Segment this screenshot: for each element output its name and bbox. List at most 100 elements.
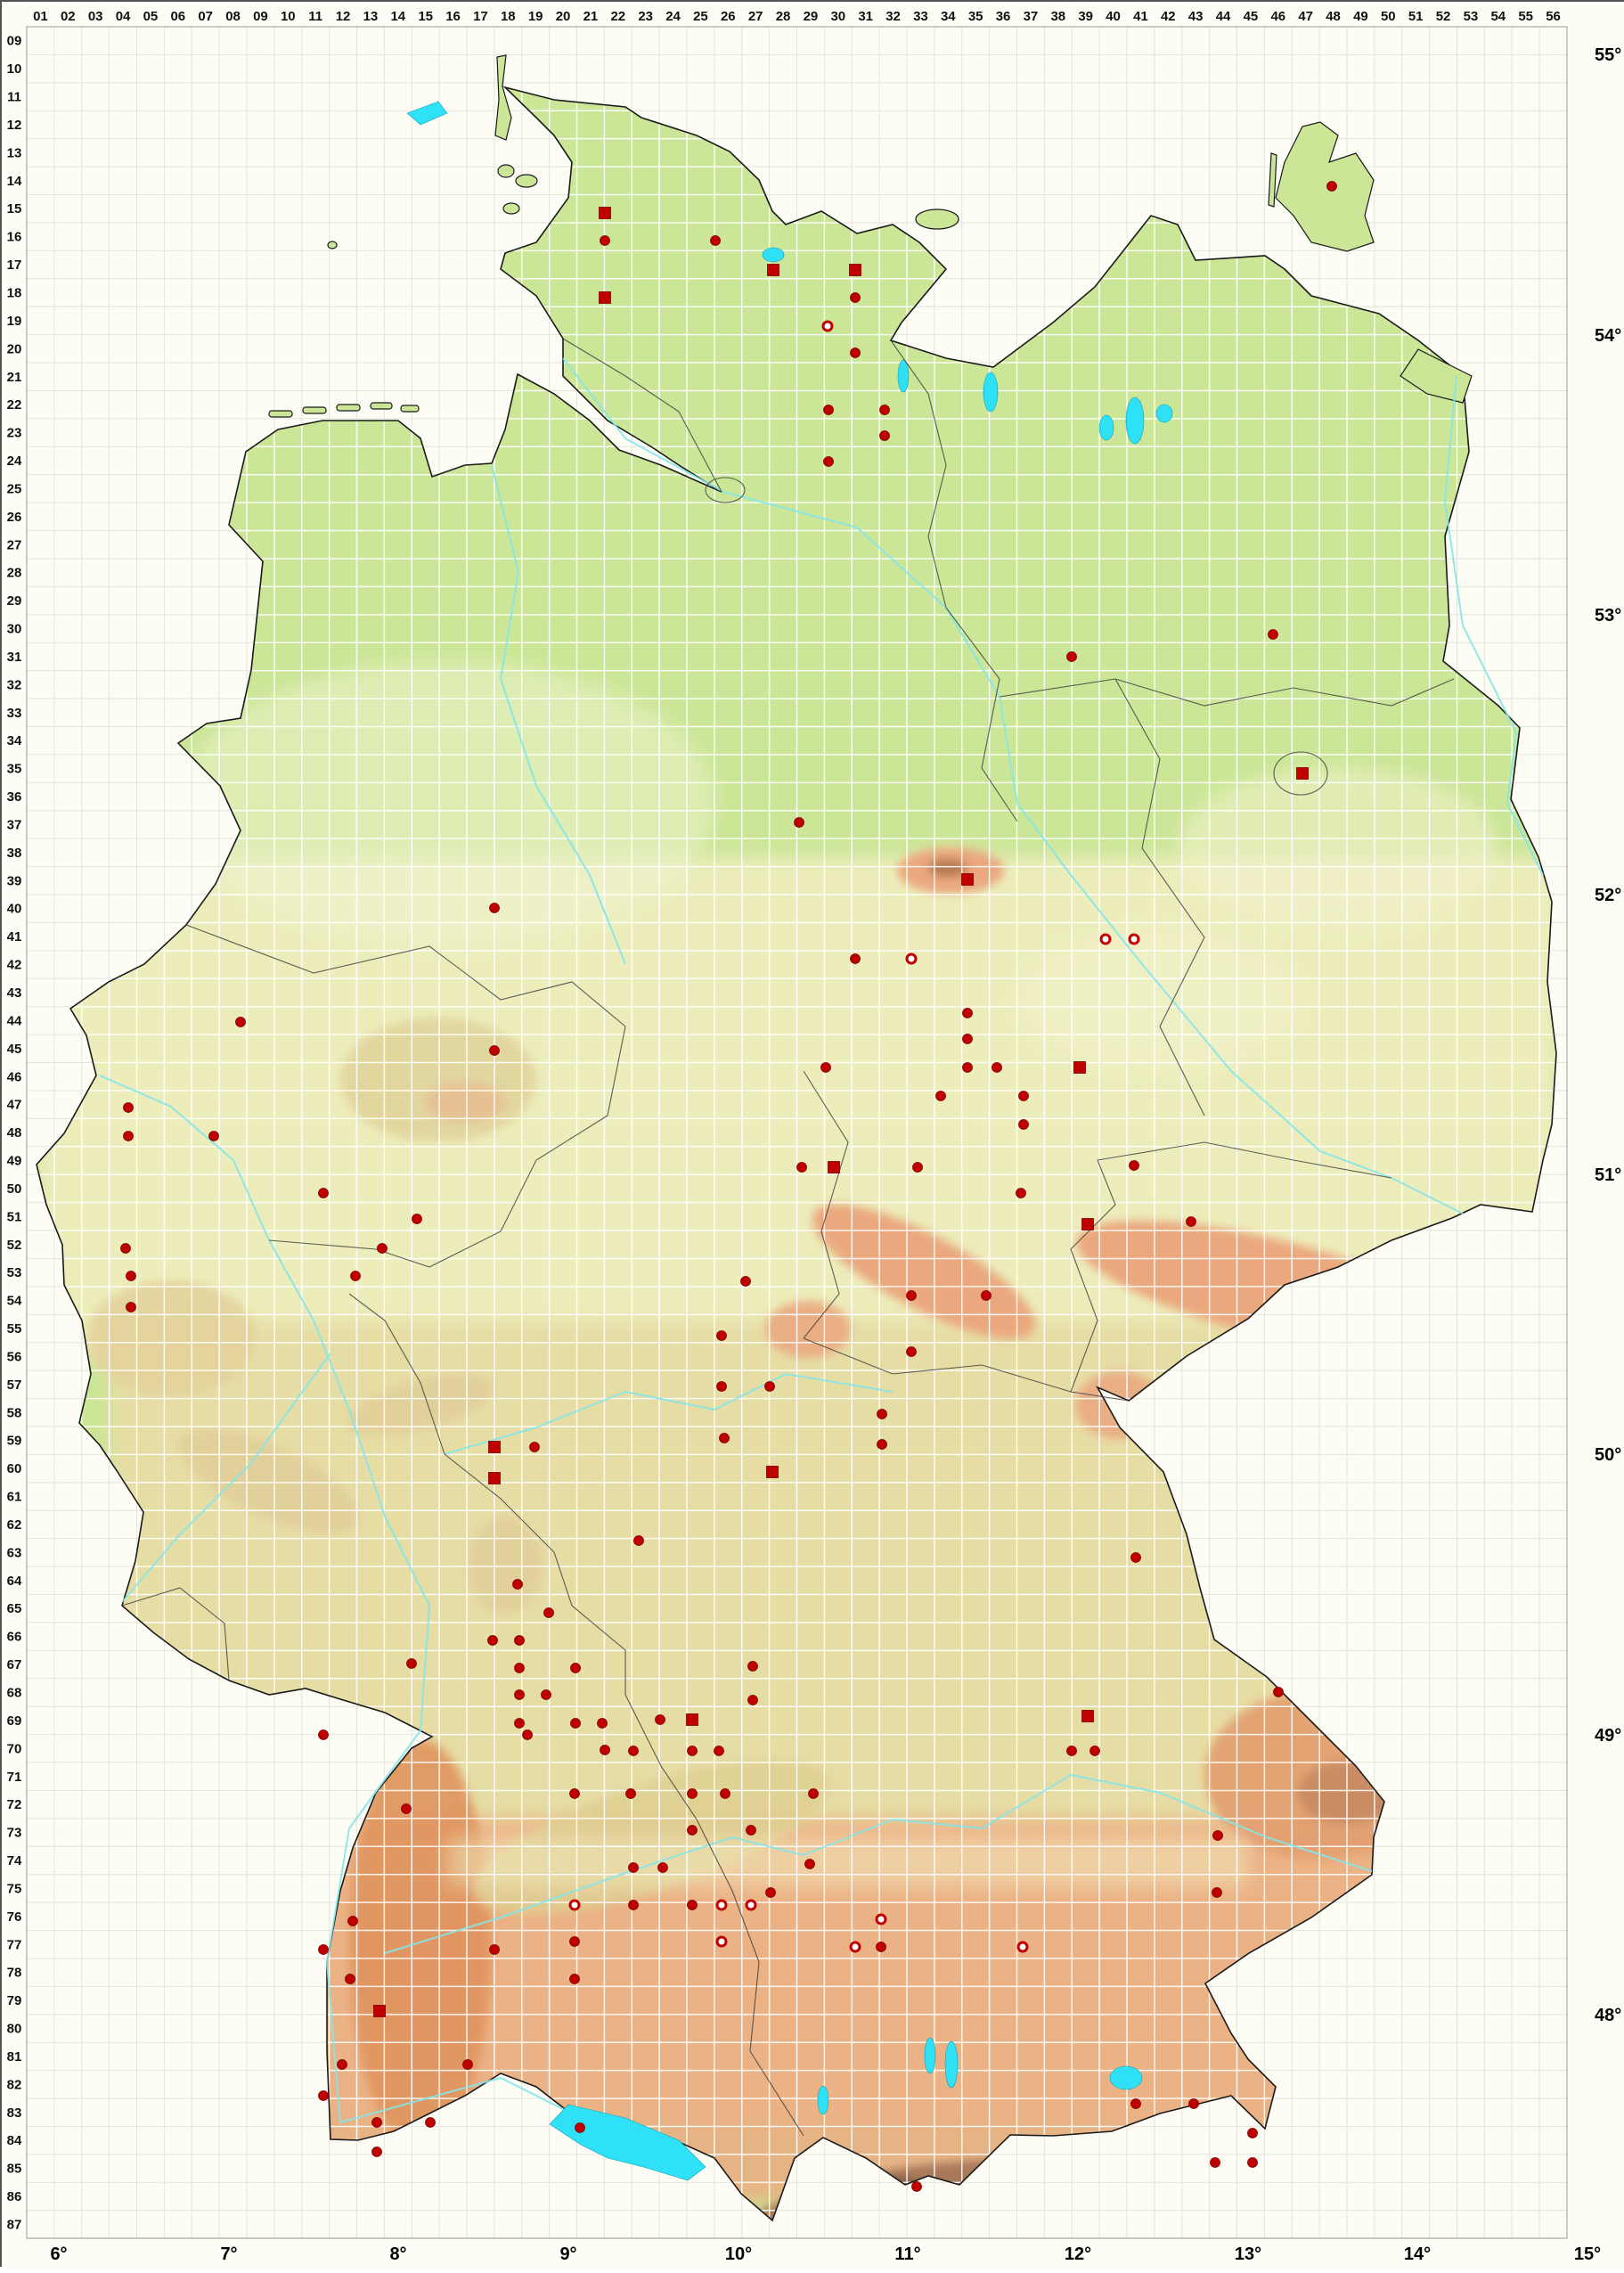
occurrence-square[interactable] xyxy=(767,264,779,276)
occurrence-square[interactable] xyxy=(961,873,974,886)
occurrence-dot[interactable] xyxy=(337,2059,347,2070)
occurrence-dot[interactable] xyxy=(687,1825,698,1836)
occurrence-dot[interactable] xyxy=(911,2181,922,2192)
occurrence-dot[interactable] xyxy=(120,1243,131,1254)
occurrence-dot[interactable] xyxy=(794,817,804,828)
occurrence-dot[interactable] xyxy=(850,953,861,964)
occurrence-dot[interactable] xyxy=(514,1663,525,1673)
occurrence-square[interactable] xyxy=(1296,767,1309,780)
occurrence-open-circle[interactable] xyxy=(715,1899,728,1911)
occurrence-square[interactable] xyxy=(849,264,861,276)
occurrence-dot[interactable] xyxy=(628,1900,639,1910)
occurrence-dot[interactable] xyxy=(425,2117,436,2128)
occurrence-dot[interactable] xyxy=(796,1162,807,1173)
occurrence-dot[interactable] xyxy=(935,1091,946,1101)
occurrence-open-circle[interactable] xyxy=(849,1941,861,1953)
occurrence-dot[interactable] xyxy=(487,1635,498,1646)
occurrence-dot[interactable] xyxy=(912,1162,923,1173)
occurrence-dot[interactable] xyxy=(740,1276,751,1287)
occurrence-dot[interactable] xyxy=(981,1290,992,1301)
occurrence-dot[interactable] xyxy=(1089,1746,1100,1756)
occurrence-dot[interactable] xyxy=(655,1714,665,1725)
occurrence-dot[interactable] xyxy=(1268,629,1278,640)
occurrence-dot[interactable] xyxy=(1273,1687,1284,1697)
occurrence-square[interactable] xyxy=(599,207,611,219)
occurrence-dot[interactable] xyxy=(876,1942,886,1952)
occurrence-dot[interactable] xyxy=(877,1439,887,1450)
occurrence-dot[interactable] xyxy=(906,1290,917,1301)
occurrence-open-circle[interactable] xyxy=(1128,933,1140,945)
occurrence-dot[interactable] xyxy=(489,1045,500,1056)
occurrence-dot[interactable] xyxy=(628,1746,639,1756)
occurrence-dot[interactable] xyxy=(823,405,834,415)
occurrence-dot[interactable] xyxy=(879,405,890,415)
occurrence-dot[interactable] xyxy=(543,1607,554,1618)
occurrence-dot[interactable] xyxy=(123,1102,134,1113)
occurrence-dot[interactable] xyxy=(514,1689,525,1700)
occurrence-dot[interactable] xyxy=(126,1271,136,1281)
occurrence-dot[interactable] xyxy=(489,903,500,913)
occurrence-dot[interactable] xyxy=(1016,1188,1026,1198)
occurrence-dot[interactable] xyxy=(906,1346,917,1357)
occurrence-dot[interactable] xyxy=(719,1433,730,1443)
occurrence-dot[interactable] xyxy=(1188,2098,1199,2109)
occurrence-dot[interactable] xyxy=(489,1944,500,1955)
occurrence-dot[interactable] xyxy=(600,1745,610,1755)
occurrence-dot[interactable] xyxy=(570,1718,581,1729)
occurrence-dot[interactable] xyxy=(569,1936,580,1947)
occurrence-dot[interactable] xyxy=(850,292,861,303)
occurrence-dot[interactable] xyxy=(597,1718,608,1729)
occurrence-dot[interactable] xyxy=(1130,2098,1141,2109)
occurrence-square[interactable] xyxy=(1081,1218,1094,1231)
occurrence-dot[interactable] xyxy=(962,1062,973,1073)
occurrence-dot[interactable] xyxy=(633,1535,644,1546)
occurrence-open-circle[interactable] xyxy=(875,1913,887,1926)
occurrence-dot[interactable] xyxy=(541,1689,551,1700)
occurrence-open-circle[interactable] xyxy=(905,953,918,965)
occurrence-dot[interactable] xyxy=(1212,1887,1222,1898)
occurrence-dot[interactable] xyxy=(808,1788,819,1799)
occurrence-dot[interactable] xyxy=(850,347,861,358)
occurrence-dot[interactable] xyxy=(820,1062,831,1073)
occurrence-dot[interactable] xyxy=(804,1859,815,1869)
occurrence-open-circle[interactable] xyxy=(1099,933,1112,945)
occurrence-square[interactable] xyxy=(1081,1710,1094,1722)
occurrence-dot[interactable] xyxy=(512,1579,523,1590)
occurrence-dot[interactable] xyxy=(514,1718,525,1729)
occurrence-square[interactable] xyxy=(686,1713,698,1726)
occurrence-open-circle[interactable] xyxy=(1016,1941,1029,1953)
occurrence-dot[interactable] xyxy=(462,2059,473,2070)
occurrence-dot[interactable] xyxy=(687,1788,698,1799)
occurrence-square[interactable] xyxy=(766,1466,779,1478)
occurrence-dot[interactable] xyxy=(318,1729,329,1740)
occurrence-dot[interactable] xyxy=(765,1887,776,1898)
occurrence-dot[interactable] xyxy=(208,1131,219,1141)
occurrence-dot[interactable] xyxy=(879,430,890,441)
occurrence-dot[interactable] xyxy=(371,2117,382,2128)
occurrence-dot[interactable] xyxy=(514,1635,525,1646)
occurrence-dot[interactable] xyxy=(123,1131,134,1141)
occurrence-dot[interactable] xyxy=(628,1862,639,1873)
occurrence-open-circle[interactable] xyxy=(568,1899,581,1911)
occurrence-square[interactable] xyxy=(828,1161,840,1173)
occurrence-dot[interactable] xyxy=(371,2146,382,2157)
occurrence-open-circle[interactable] xyxy=(715,1935,728,1948)
occurrence-dot[interactable] xyxy=(1066,651,1077,662)
occurrence-square[interactable] xyxy=(599,291,611,304)
occurrence-open-circle[interactable] xyxy=(821,320,834,332)
occurrence-dot[interactable] xyxy=(823,456,834,467)
occurrence-dot[interactable] xyxy=(575,2122,585,2133)
occurrence-dot[interactable] xyxy=(746,1825,756,1836)
occurrence-dot[interactable] xyxy=(716,1381,727,1392)
occurrence-dot[interactable] xyxy=(318,1944,329,1955)
occurrence-dot[interactable] xyxy=(877,1409,887,1419)
occurrence-dot[interactable] xyxy=(962,1008,973,1018)
occurrence-dot[interactable] xyxy=(1247,2157,1258,2168)
occurrence-dot[interactable] xyxy=(235,1017,246,1027)
occurrence-dot[interactable] xyxy=(1018,1119,1029,1130)
occurrence-dot[interactable] xyxy=(992,1062,1002,1073)
occurrence-open-circle[interactable] xyxy=(745,1899,757,1911)
occurrence-square[interactable] xyxy=(488,1441,501,1453)
occurrence-dot[interactable] xyxy=(126,1302,136,1312)
